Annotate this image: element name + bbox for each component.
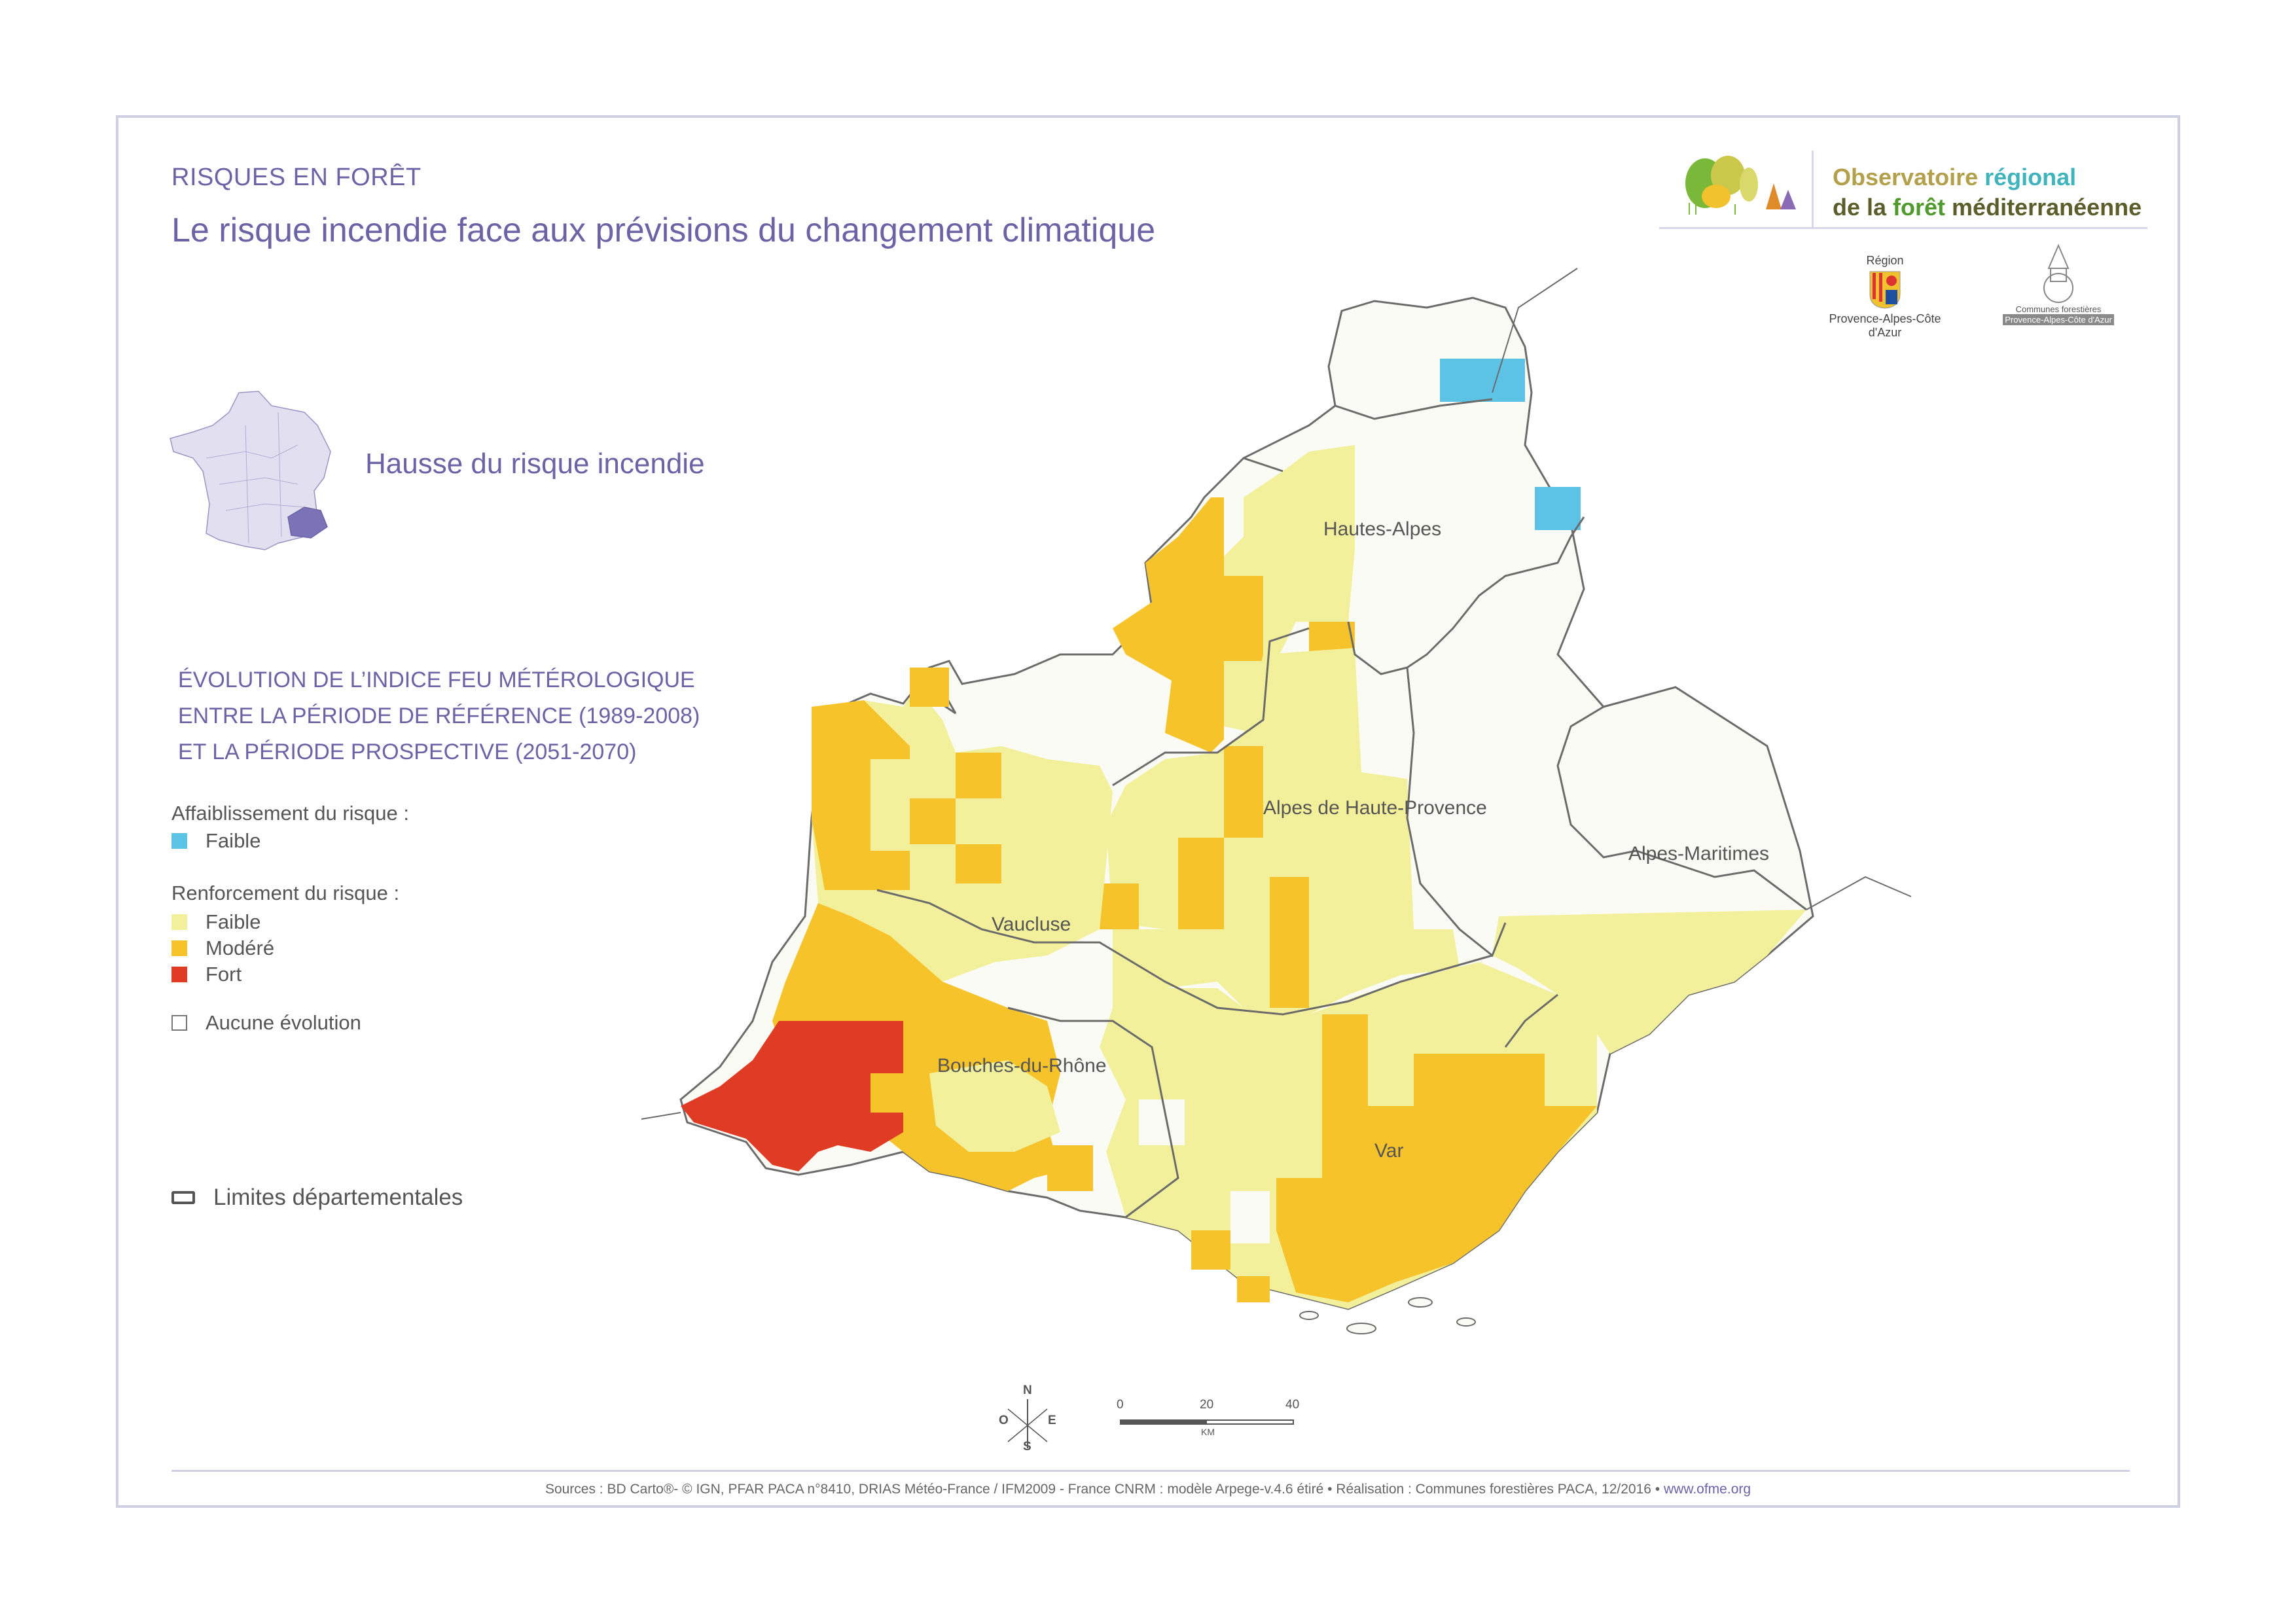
- legend-swatch: [171, 833, 187, 849]
- scale-tick-0: 0: [1117, 1398, 1124, 1412]
- zone-modere: [910, 668, 949, 707]
- zone-modere: [910, 798, 956, 844]
- communes-castle-icon: [2043, 243, 2073, 303]
- zone-modere: [956, 844, 1001, 883]
- legend-title: ÉVOLUTION DE L’INDICE FEU MÉTÉROLOGIQUE …: [178, 668, 700, 764]
- legend-swatch: [171, 914, 187, 930]
- region-shield-icon: [1869, 271, 1901, 309]
- zone-modere: [812, 700, 910, 890]
- footer-divider: [171, 1470, 2130, 1472]
- legend-weakening-title: Affaiblissement du risque :: [171, 802, 410, 825]
- ofme-link[interactable]: www.ofme.org: [1664, 1482, 1751, 1497]
- communes-forestieres-logo: Communes forestières Provence-Alpes-Côte…: [2003, 242, 2114, 325]
- limits-swatch: [171, 1191, 195, 1204]
- legend-swatch: [171, 1015, 187, 1031]
- scale-bar: [1120, 1419, 1294, 1425]
- france-inset-map: [170, 391, 331, 550]
- department-borders: [876, 398, 1807, 1219]
- scale-tick-20: 20: [1200, 1398, 1214, 1412]
- ofme-logo-icon: [1685, 156, 1796, 215]
- legend-item-modere: Modéré: [171, 936, 274, 960]
- label-alpes-maritimes: Alpes-Maritimes: [1628, 843, 1770, 865]
- zone-affaibli: [1535, 487, 1581, 530]
- legend-swatch: [171, 940, 187, 956]
- page-title: Le risque incendie face aux prévisions d…: [171, 211, 1156, 249]
- logo-underline: [1659, 227, 2147, 229]
- zone-faible: [929, 1060, 1060, 1152]
- zone-modere: [956, 753, 1001, 798]
- zone-none: [1230, 1191, 1270, 1243]
- legend-swatch: [171, 967, 187, 982]
- islands: [1299, 1297, 1476, 1334]
- zone-modere: [1237, 1276, 1270, 1302]
- zone-modere: [1224, 746, 1263, 838]
- scale-unit: KM: [1201, 1427, 1215, 1437]
- ofme-logo-text: Observatoire régional de la forêt médite…: [1833, 164, 2142, 221]
- label-bouches-du-rhone: Bouches-du-Rhône: [937, 1055, 1107, 1077]
- zone-fort: [681, 1021, 903, 1171]
- category-label: RISQUES EN FORÊT: [171, 164, 422, 191]
- compass-rose-icon: [1007, 1399, 1048, 1448]
- legend-item-weak-faible: Faible: [171, 829, 260, 853]
- label-alpes-de-haute-provence: Alpes de Haute-Provence: [1263, 797, 1487, 819]
- sources-text: Sources : BD Carto®- © IGN, PFAR PACA n°…: [545, 1482, 1751, 1497]
- legend-item-fort: Fort: [171, 963, 242, 986]
- legend-limits: Limites départementales: [171, 1185, 463, 1211]
- legend-item-faible: Faible: [171, 910, 260, 934]
- inset-label: Hausse du risque incendie: [365, 448, 705, 480]
- legend-strengthening-title: Renforcement du risque :: [171, 882, 400, 904]
- zone-modere: [1276, 1014, 1597, 1302]
- zone-none: [1139, 1099, 1185, 1145]
- logo-separator: [1812, 151, 1814, 229]
- label-hautes-alpes: Hautes-Alpes: [1323, 518, 1442, 540]
- zone-modere: [1270, 877, 1309, 1008]
- zone-faible: [1492, 910, 1806, 1054]
- label-var: Var: [1374, 1140, 1404, 1162]
- zone-affaibli: [1440, 359, 1525, 402]
- compass-o: O: [999, 1414, 1009, 1427]
- zone-modere: [1113, 497, 1263, 753]
- zone-modere: [1191, 1230, 1230, 1270]
- compass-e: E: [1048, 1414, 1056, 1427]
- region-label: Région: [1866, 254, 1904, 267]
- legend-item-none: Aucune évolution: [171, 1011, 361, 1035]
- map-frame: [116, 115, 2180, 1508]
- scale-tick-40: 40: [1285, 1398, 1300, 1412]
- region-logo: Région Provence-Alpes-Côte d'Azur: [1820, 254, 1950, 340]
- region-name: Provence-Alpes-Côte d'Azur: [1829, 312, 1941, 339]
- zone-modere: [1047, 1145, 1093, 1191]
- label-vaucluse: Vaucluse: [992, 914, 1071, 935]
- compass-s: S: [1023, 1440, 1031, 1454]
- zone-modere: [1178, 838, 1224, 929]
- compass-n: N: [1023, 1383, 1032, 1397]
- zone-faible: [812, 687, 1113, 982]
